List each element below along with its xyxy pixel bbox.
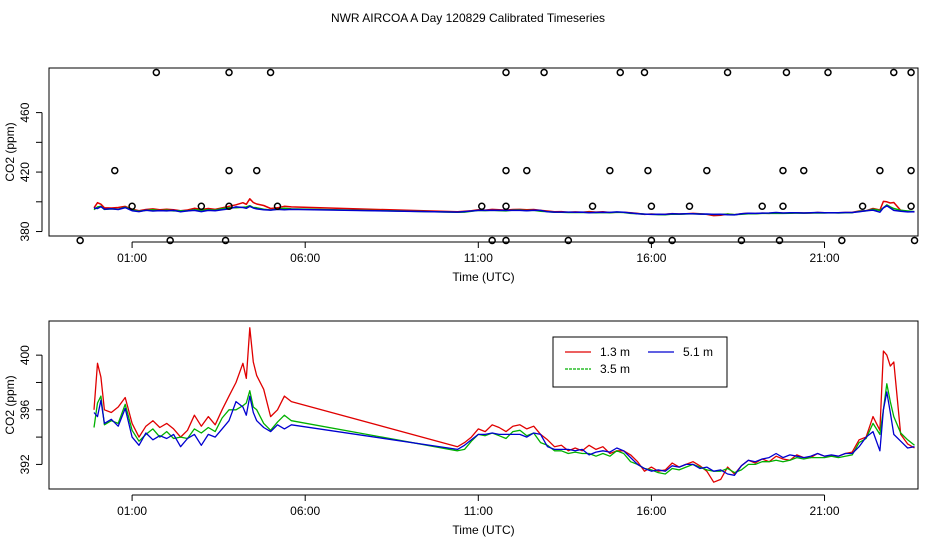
calibration-point [502, 68, 510, 77]
calibration-point [166, 236, 174, 245]
calibration-point [606, 166, 614, 175]
calibration-point [523, 166, 531, 175]
calibration-point [221, 236, 230, 245]
calibration-point [890, 68, 898, 77]
calibration-point [758, 202, 766, 211]
calibration-point [616, 68, 625, 77]
calibration-point [782, 68, 791, 77]
calibration-point [858, 202, 867, 211]
x-tick-label: 06:00 [290, 504, 320, 518]
calibration-point [225, 68, 233, 77]
calibration-point [111, 166, 119, 175]
calibration-point [488, 236, 496, 245]
y-tick-label: 396 [18, 399, 32, 419]
legend-label: 5.1 m [683, 345, 713, 359]
series-line-5-1-m [93, 205, 915, 216]
calibration-point [502, 166, 510, 175]
calibration-point [876, 166, 884, 175]
series-group [93, 198, 915, 217]
calibration-point [907, 202, 915, 211]
calibration-point [273, 202, 282, 211]
calibration-point [647, 236, 656, 245]
calibration-point [824, 68, 832, 77]
x-tick-label: 21:00 [810, 504, 840, 518]
calibration-point [838, 236, 846, 245]
calibration-point [668, 236, 676, 245]
legend-label: 1.3 m [600, 345, 630, 359]
y-tick-label: 392 [18, 454, 32, 474]
calibration-point [76, 236, 84, 245]
x-tick-label: 21:00 [810, 251, 840, 265]
series-line-1-3-m [93, 327, 915, 483]
y-axis-label: CO2 (ppm) [3, 375, 17, 434]
x-tick-label: 01:00 [117, 251, 147, 265]
x-axis-label: Time (UTC) [452, 523, 514, 537]
calibration-point [779, 202, 787, 211]
calibration-point [907, 166, 915, 175]
calibration-point [907, 68, 915, 77]
y-tick-label: 400 [18, 345, 32, 365]
calibration-panel: 01:00 06:00 11:00 16:00 21:00 Time (UTC) 380 42… [3, 67, 919, 284]
x-tick-label: 16:00 [636, 251, 666, 265]
calibration-point [564, 236, 573, 245]
calibration-point [478, 202, 486, 211]
calibration-point [197, 202, 206, 211]
y-axis-label: CO2 (ppm) [3, 122, 17, 181]
series-line-3-5-m [93, 383, 915, 475]
calibration-point [910, 236, 919, 245]
calibration-point [737, 236, 746, 245]
calibration-point [644, 166, 652, 175]
x-tick-label: 16:00 [636, 504, 666, 518]
legend: 1.3 m 3.5 m 5.1 m [552, 336, 728, 388]
x-tick-label: 11:00 [464, 251, 493, 265]
y-tick-label: 420 [18, 162, 32, 182]
calibration-point [799, 166, 808, 175]
calibration-point [502, 202, 510, 211]
legend-box [552, 336, 728, 388]
calibration-point [266, 68, 275, 77]
calibration-point [252, 166, 261, 175]
calibration-point [703, 166, 711, 175]
calibration-point [640, 68, 649, 77]
calibration-point [779, 166, 787, 175]
calibration-point [588, 202, 597, 211]
calibration-point [775, 236, 784, 245]
calibration-point [225, 166, 233, 175]
y-tick-label: 460 [18, 102, 32, 122]
x-tick-label: 11:00 [464, 504, 493, 518]
chart-title: NWR AIRCOA A Day 120829 Calibrated Times… [331, 11, 605, 25]
legend-label: 3.5 m [600, 362, 630, 376]
timeseries-panel: 01:00 06:00 11:00 16:00 21:00 Time (UTC) 392 39… [3, 320, 919, 537]
x-tick-label: 06:00 [290, 251, 320, 265]
calibration-point [540, 68, 548, 77]
calibration-point [128, 202, 136, 211]
calibration-point [225, 202, 233, 211]
plot-frame [48, 320, 919, 490]
x-tick-label: 01:00 [117, 504, 147, 518]
x-axis-label: Time (UTC) [452, 270, 514, 284]
calibration-point [647, 202, 656, 211]
calibration-point [152, 68, 161, 77]
calibration-point [685, 202, 694, 211]
calibration-point [723, 68, 732, 77]
series-line-5-1-m [93, 391, 915, 476]
calibration-point [502, 236, 510, 245]
y-tick-label: 380 [18, 221, 32, 241]
plot-frame [48, 67, 919, 237]
series-group [93, 327, 915, 483]
